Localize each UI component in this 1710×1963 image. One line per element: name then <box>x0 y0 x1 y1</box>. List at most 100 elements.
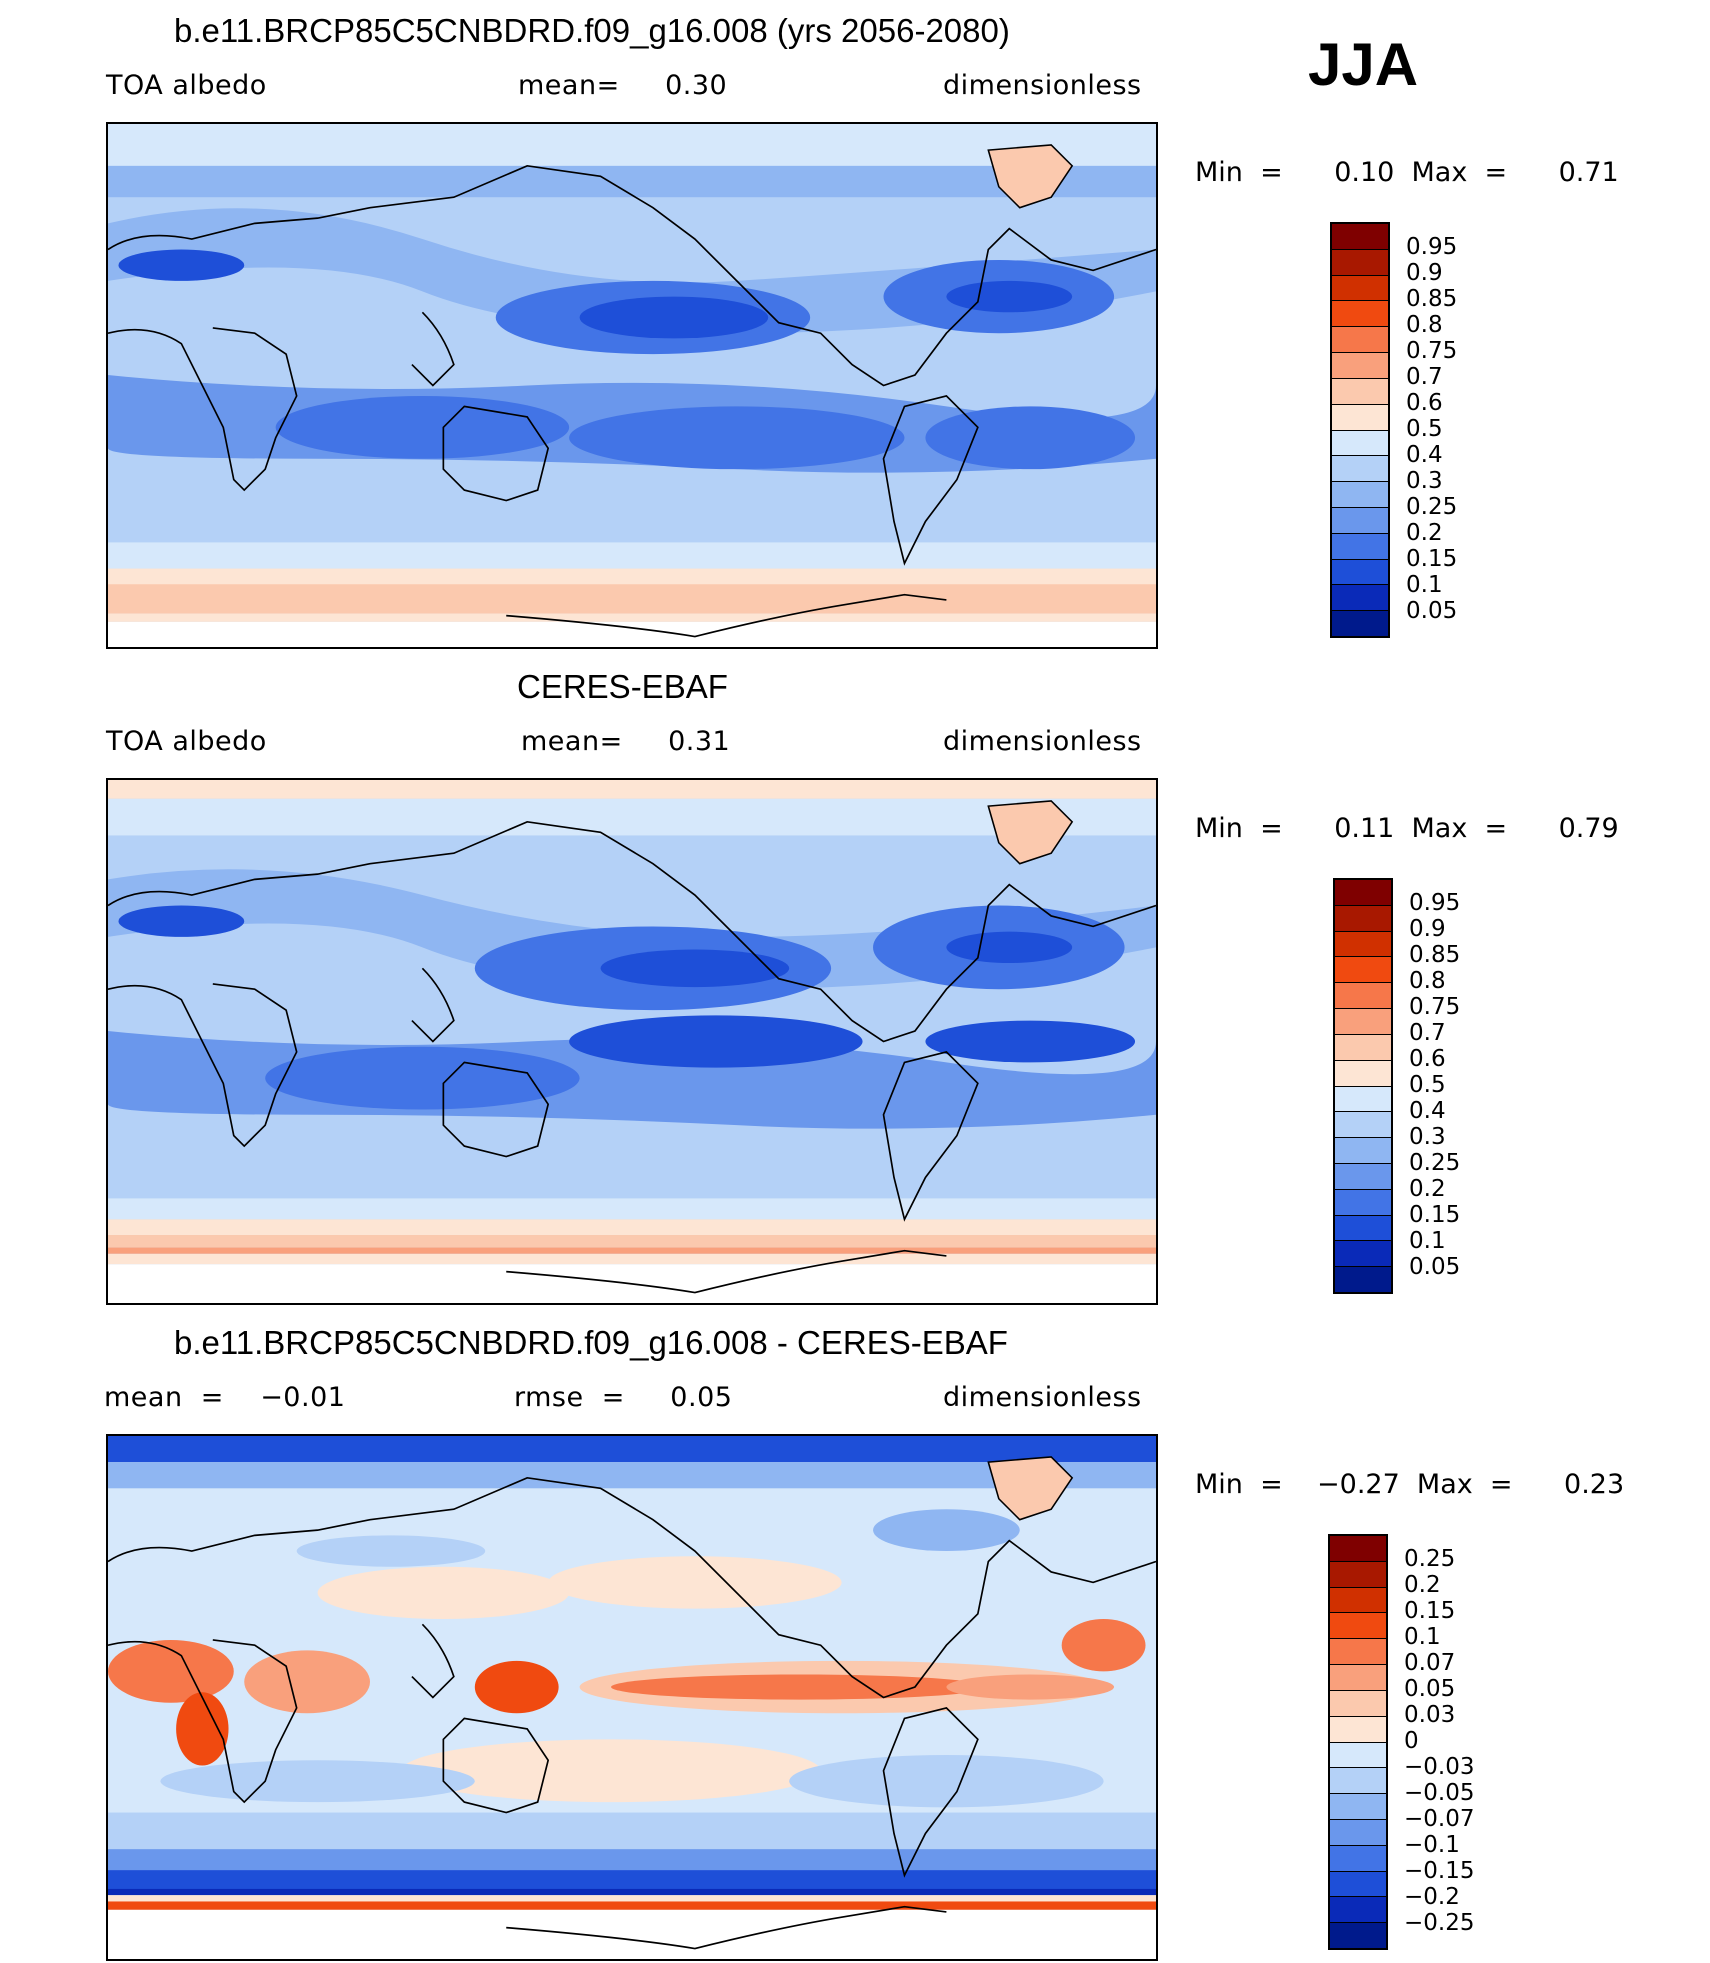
colorbar-swatch <box>1332 301 1388 328</box>
colorbar-swatch <box>1335 1138 1391 1164</box>
map-model-svg <box>108 124 1156 647</box>
colorbar-tick-label: 0.6 <box>1409 1046 1446 1072</box>
colorbar-tick-label: 0.2 <box>1409 1176 1446 1202</box>
colorbar-tick-label: 0.25 <box>1404 1546 1456 1572</box>
colorbar-swatch <box>1332 482 1388 508</box>
colorbar-tick-label: −0.07 <box>1404 1806 1475 1832</box>
colorbar-diff-labels: 0.25 0.2 0.15 0.1 0.07 0.05 0.03 0 −0.03 −0.05 −0.… <box>1404 1534 1514 1950</box>
colorbar-swatch <box>1330 1690 1386 1717</box>
colorbar-obs-labels: 0.95 0.9 0.85 0.8 0.75 0.7 0.6 0.5 0.4 0.3 0.25 0.2… <box>1409 878 1509 1294</box>
units-label-diff: dimensionless <box>943 1382 1142 1413</box>
colorbar-tick-label: 0.3 <box>1406 468 1443 494</box>
panel-title-diff: b.e11.BRCP85C5CNBDRD.f09_g16.008 - CERES… <box>174 1324 1008 1361</box>
colorbar-tick-label: 0.75 <box>1409 994 1461 1020</box>
colorbar-tick-label: 0.9 <box>1409 916 1446 942</box>
map-model <box>106 122 1158 649</box>
colorbar-swatch <box>1332 404 1388 431</box>
colorbar-swatch <box>1335 1009 1391 1035</box>
colorbar-swatch <box>1330 1561 1386 1588</box>
colorbar-tick-label: 0.03 <box>1404 1702 1456 1728</box>
colorbar-diff-swatches <box>1330 1536 1386 1948</box>
panel-title-model: b.e11.BRCP85C5CNBDRD.f09_g16.008 (yrs 20… <box>174 12 1010 49</box>
mean-label-model: mean= 0.30 <box>518 70 728 101</box>
colorbar-tick-label: −0.03 <box>1404 1754 1475 1780</box>
colorbar-tick-label: −0.1 <box>1404 1832 1460 1858</box>
colorbar-tick-label: 0.1 <box>1404 1624 1441 1650</box>
colorbar-tick-label: 0.15 <box>1406 546 1458 572</box>
colorbar-swatch <box>1335 1112 1391 1139</box>
min-max-obs: Min = 0.11 Max = 0.79 <box>1195 813 1619 844</box>
colorbar-swatch <box>1335 1215 1391 1242</box>
colorbar-swatch <box>1335 1241 1391 1268</box>
colorbar-model-labels: 0.95 0.9 0.85 0.8 0.75 0.7 0.6 0.5 0.4 0.3 0.25 0.2… <box>1406 222 1506 638</box>
colorbar-swatch <box>1335 1060 1391 1087</box>
colorbar-swatch <box>1332 224 1388 250</box>
colorbar-swatch <box>1332 378 1388 405</box>
colorbar-tick-label: 0.9 <box>1406 260 1443 286</box>
colorbar-swatch <box>1330 1613 1386 1640</box>
min-max-diff: Min = −0.27 Max = 0.23 <box>1195 1469 1625 1500</box>
colorbar-tick-label: 0.05 <box>1404 1676 1456 1702</box>
colorbar-tick-label: 0.5 <box>1406 416 1443 442</box>
colorbar-tick-label: 0.7 <box>1406 364 1443 390</box>
colorbar-tick-label: 0.75 <box>1406 338 1458 364</box>
colorbar-tick-label: −0.2 <box>1404 1884 1460 1910</box>
map-obs <box>106 778 1158 1305</box>
units-label-model: dimensionless <box>943 70 1142 101</box>
colorbar-swatch <box>1330 1897 1386 1924</box>
colorbar-swatch <box>1332 559 1388 586</box>
mean-label-diff: mean = −0.01 <box>104 1382 346 1413</box>
colorbar-tick-label: 0.25 <box>1409 1150 1461 1176</box>
variable-label-model: TOA albedo <box>106 70 267 101</box>
colorbar-swatch <box>1332 327 1388 354</box>
colorbar-tick-label: 0.15 <box>1404 1598 1456 1624</box>
colorbar-tick-label: 0.05 <box>1409 1254 1461 1280</box>
colorbar-tick-label: 0.95 <box>1409 890 1461 916</box>
colorbar-tick-label: 0.4 <box>1409 1098 1446 1124</box>
colorbar-swatch <box>1332 430 1388 457</box>
colorbar-tick-label: 0.8 <box>1406 312 1443 338</box>
units-label-obs: dimensionless <box>943 726 1142 757</box>
colorbar-tick-label: 0.8 <box>1409 968 1446 994</box>
colorbar-tick-label: 0.3 <box>1409 1124 1446 1150</box>
colorbar-model-swatches <box>1332 224 1388 636</box>
colorbar-swatch <box>1330 1768 1386 1795</box>
colorbar-swatch <box>1335 1267 1391 1292</box>
colorbar-tick-label: 0.6 <box>1406 390 1443 416</box>
colorbar-swatch <box>1335 905 1391 932</box>
colorbar-swatch <box>1335 1034 1391 1061</box>
variable-label-obs: TOA albedo <box>106 726 267 757</box>
colorbar-swatch <box>1332 507 1388 534</box>
colorbar-obs <box>1333 878 1393 1294</box>
colorbar-tick-label: 0.2 <box>1404 1572 1441 1598</box>
colorbar-diff <box>1328 1534 1388 1950</box>
colorbar-swatch <box>1332 249 1388 276</box>
colorbar-swatch <box>1332 611 1388 636</box>
panel-title-obs: CERES-EBAF <box>517 668 728 705</box>
mean-label-obs: mean= 0.31 <box>521 726 731 757</box>
colorbar-swatch <box>1330 1639 1386 1666</box>
colorbar-swatch <box>1335 931 1391 958</box>
colorbar-tick-label: 0.85 <box>1409 942 1461 968</box>
colorbar-tick-label: 0.25 <box>1406 494 1458 520</box>
colorbar-tick-label: 0.05 <box>1406 598 1458 624</box>
map-diff-svg <box>108 1436 1156 1959</box>
colorbar-swatch <box>1332 585 1388 612</box>
colorbar-model <box>1330 222 1390 638</box>
colorbar-tick-label: 0.15 <box>1409 1202 1461 1228</box>
colorbar-tick-label: 0.95 <box>1406 234 1458 260</box>
colorbar-swatch <box>1330 1794 1386 1820</box>
colorbar-tick-label: 0.85 <box>1406 286 1458 312</box>
colorbar-tick-label: 0.07 <box>1404 1650 1456 1676</box>
colorbar-swatch <box>1335 1086 1391 1113</box>
colorbar-swatch <box>1330 1845 1386 1872</box>
colorbar-tick-label: 0.5 <box>1409 1072 1446 1098</box>
colorbar-tick-label: 0 <box>1404 1728 1419 1754</box>
colorbar-swatch <box>1330 1716 1386 1743</box>
min-max-model: Min = 0.10 Max = 0.71 <box>1195 157 1619 188</box>
colorbar-swatch <box>1330 1665 1386 1691</box>
colorbar-tick-label: −0.05 <box>1404 1780 1475 1806</box>
colorbar-tick-label: −0.15 <box>1404 1858 1475 1884</box>
rmse-label-diff: rmse = 0.05 <box>514 1382 733 1413</box>
colorbar-swatch <box>1330 1871 1386 1898</box>
